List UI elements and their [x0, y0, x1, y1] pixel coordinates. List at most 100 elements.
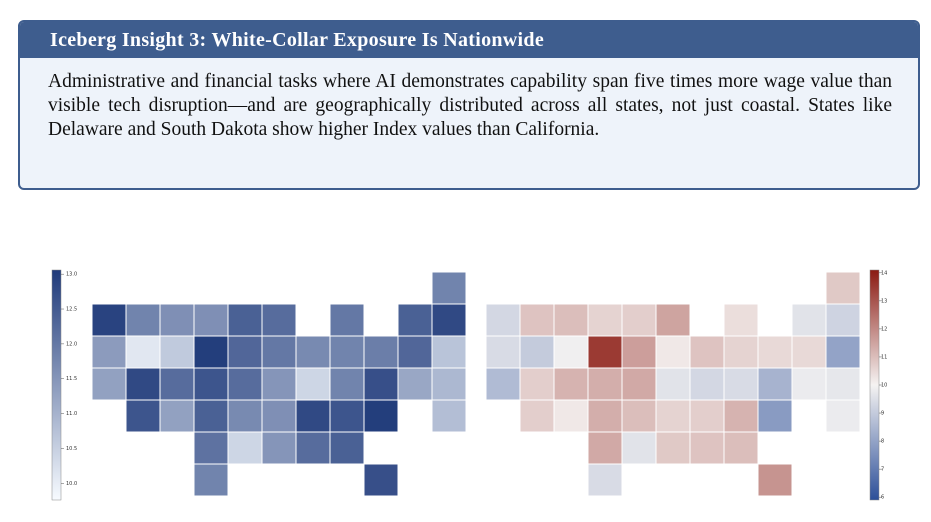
state [397, 367, 433, 401]
state [261, 367, 297, 401]
colorbar-tick-label: 11.5 [66, 376, 77, 382]
state [261, 335, 297, 369]
colorbar-tick-label: 13.0 [66, 272, 77, 278]
colorbar-tick-label: 12.5 [66, 307, 77, 313]
state [295, 335, 331, 369]
state [397, 335, 433, 369]
state [723, 431, 759, 465]
state [261, 303, 297, 337]
state [519, 303, 555, 337]
state [485, 335, 521, 369]
state [329, 303, 365, 337]
state [193, 431, 229, 465]
colorbar-tick-label: 11 [881, 354, 887, 360]
state [689, 399, 725, 433]
state [261, 431, 297, 465]
state [125, 399, 161, 433]
state [621, 303, 657, 337]
state [621, 367, 657, 401]
colorbar-tick-label: 7 [881, 467, 884, 473]
colorbar-tick-label: 8 [881, 439, 884, 445]
state [723, 335, 759, 369]
state [261, 399, 297, 433]
state [791, 335, 827, 369]
state [329, 367, 365, 401]
state [723, 399, 759, 433]
state [689, 367, 725, 401]
state [587, 399, 623, 433]
state [655, 303, 691, 337]
state [519, 335, 555, 369]
state [519, 367, 555, 401]
colorbar [869, 269, 880, 501]
colorbar-tick-label: 9 [881, 411, 884, 417]
state [655, 399, 691, 433]
colorbar-tick-label: 11.0 [66, 411, 77, 417]
colorbar [51, 269, 62, 501]
state [363, 367, 399, 401]
state [757, 399, 793, 433]
state [655, 431, 691, 465]
colorbar-tick-label: 10.0 [66, 481, 77, 487]
state [757, 335, 793, 369]
state [227, 303, 263, 337]
state [295, 367, 331, 401]
state [825, 271, 861, 305]
colorbar-tick-label: 13 [881, 298, 887, 304]
state [825, 367, 861, 401]
state [791, 303, 827, 337]
state [553, 303, 589, 337]
colorbar-tick-label: 12 [881, 326, 887, 332]
state [329, 399, 365, 433]
state [227, 335, 263, 369]
state [587, 431, 623, 465]
state [757, 367, 793, 401]
state [193, 303, 229, 337]
state [431, 399, 467, 433]
colorbar-tick-label: 10.5 [66, 446, 77, 452]
colorbar-tick-label: 12.0 [66, 341, 77, 347]
state [159, 335, 195, 369]
insight-title: Iceberg Insight 3: White-Collar Exposure… [20, 22, 918, 58]
state [193, 399, 229, 433]
state [431, 367, 467, 401]
state [227, 431, 263, 465]
state [621, 399, 657, 433]
state [227, 367, 263, 401]
state [91, 303, 127, 337]
state [295, 399, 331, 433]
state [363, 463, 399, 497]
state [485, 367, 521, 401]
state [825, 303, 861, 337]
state [689, 335, 725, 369]
state [125, 303, 161, 337]
state [621, 335, 657, 369]
state [193, 463, 229, 497]
state [227, 399, 263, 433]
state [587, 303, 623, 337]
insight-box: Iceberg Insight 3: White-Collar Exposure… [18, 20, 920, 190]
state [193, 367, 229, 401]
state [159, 367, 195, 401]
state [723, 303, 759, 337]
state [587, 367, 623, 401]
state [655, 367, 691, 401]
state [397, 303, 433, 337]
colorbar-tick-label: 10 [881, 383, 887, 389]
state [295, 431, 331, 465]
state [329, 431, 365, 465]
state [125, 367, 161, 401]
state [363, 399, 399, 433]
insight-body: Administrative and financial tasks where… [48, 71, 892, 140]
state [431, 303, 467, 337]
state [689, 431, 725, 465]
state [91, 335, 127, 369]
state [125, 335, 161, 369]
state [587, 463, 623, 497]
colorbar-tick-label: 6 [881, 495, 884, 501]
state [825, 399, 861, 433]
state [193, 335, 229, 369]
state [553, 399, 589, 433]
